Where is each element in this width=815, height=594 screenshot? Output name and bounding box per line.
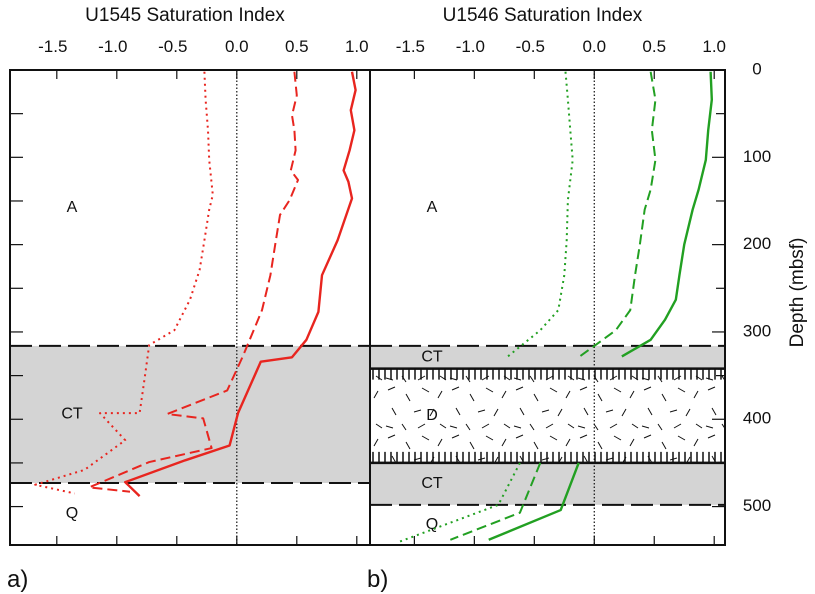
hatch-comb: [372, 368, 722, 380]
zone-label: Q: [426, 516, 438, 533]
series-line: [449, 71, 657, 541]
panel-label: a): [7, 566, 28, 593]
y-tick-label: 200: [743, 234, 771, 253]
zone-label: D: [426, 407, 438, 424]
series-line: [399, 71, 574, 543]
x-tick-label: -1.5: [38, 37, 67, 56]
zone-fill: [370, 345, 725, 369]
zone-fill: [10, 345, 370, 484]
panel-label: b): [367, 566, 388, 593]
x-tick-label: 1.0: [345, 37, 369, 56]
chart-title: U1546 Saturation Index: [443, 5, 643, 26]
zone-label: A: [67, 199, 78, 216]
hatch-comb: [372, 451, 722, 463]
chart-title: U1545 Saturation Index: [85, 5, 285, 26]
zone-label: A: [427, 199, 438, 216]
x-tick-label: 0.0: [225, 37, 249, 56]
plot-layer: A CT Q -1.5 -1.0 -0.5 0.0 0.5 1.0 U1545 Saturatio…: [7, 5, 808, 593]
zone-fill: [370, 462, 725, 505]
plot-frame: [369, 69, 726, 546]
x-tick-label: -0.5: [516, 37, 545, 56]
y-tick-label: 300: [743, 321, 771, 340]
x-tick-label: -1.0: [98, 37, 127, 56]
series-line: [124, 71, 357, 497]
x-tick-label: -1.0: [456, 37, 485, 56]
x-tick-label: 0.5: [642, 37, 666, 56]
x-tick-label: -1.5: [396, 37, 425, 56]
y-tick-label: 0: [752, 59, 761, 78]
x-tick-label: 1.0: [702, 37, 726, 56]
zone-label: CT: [421, 348, 443, 365]
y-tick-label: 400: [743, 409, 771, 428]
y-tick-label: 500: [743, 496, 771, 515]
x-tick-label: 0.5: [285, 37, 309, 56]
x-tick-label: -0.5: [158, 37, 187, 56]
series-line: [488, 71, 714, 541]
zone-label: CT: [61, 406, 83, 423]
x-tick-label: 0.0: [582, 37, 606, 56]
zone-label: Q: [66, 505, 78, 522]
y-axis-label: Depth (mbsf): [787, 238, 808, 348]
zone-label: CT: [421, 475, 443, 492]
y-tick-label: 100: [743, 147, 771, 166]
zone-fill: [370, 368, 725, 463]
series-line: [88, 71, 299, 493]
